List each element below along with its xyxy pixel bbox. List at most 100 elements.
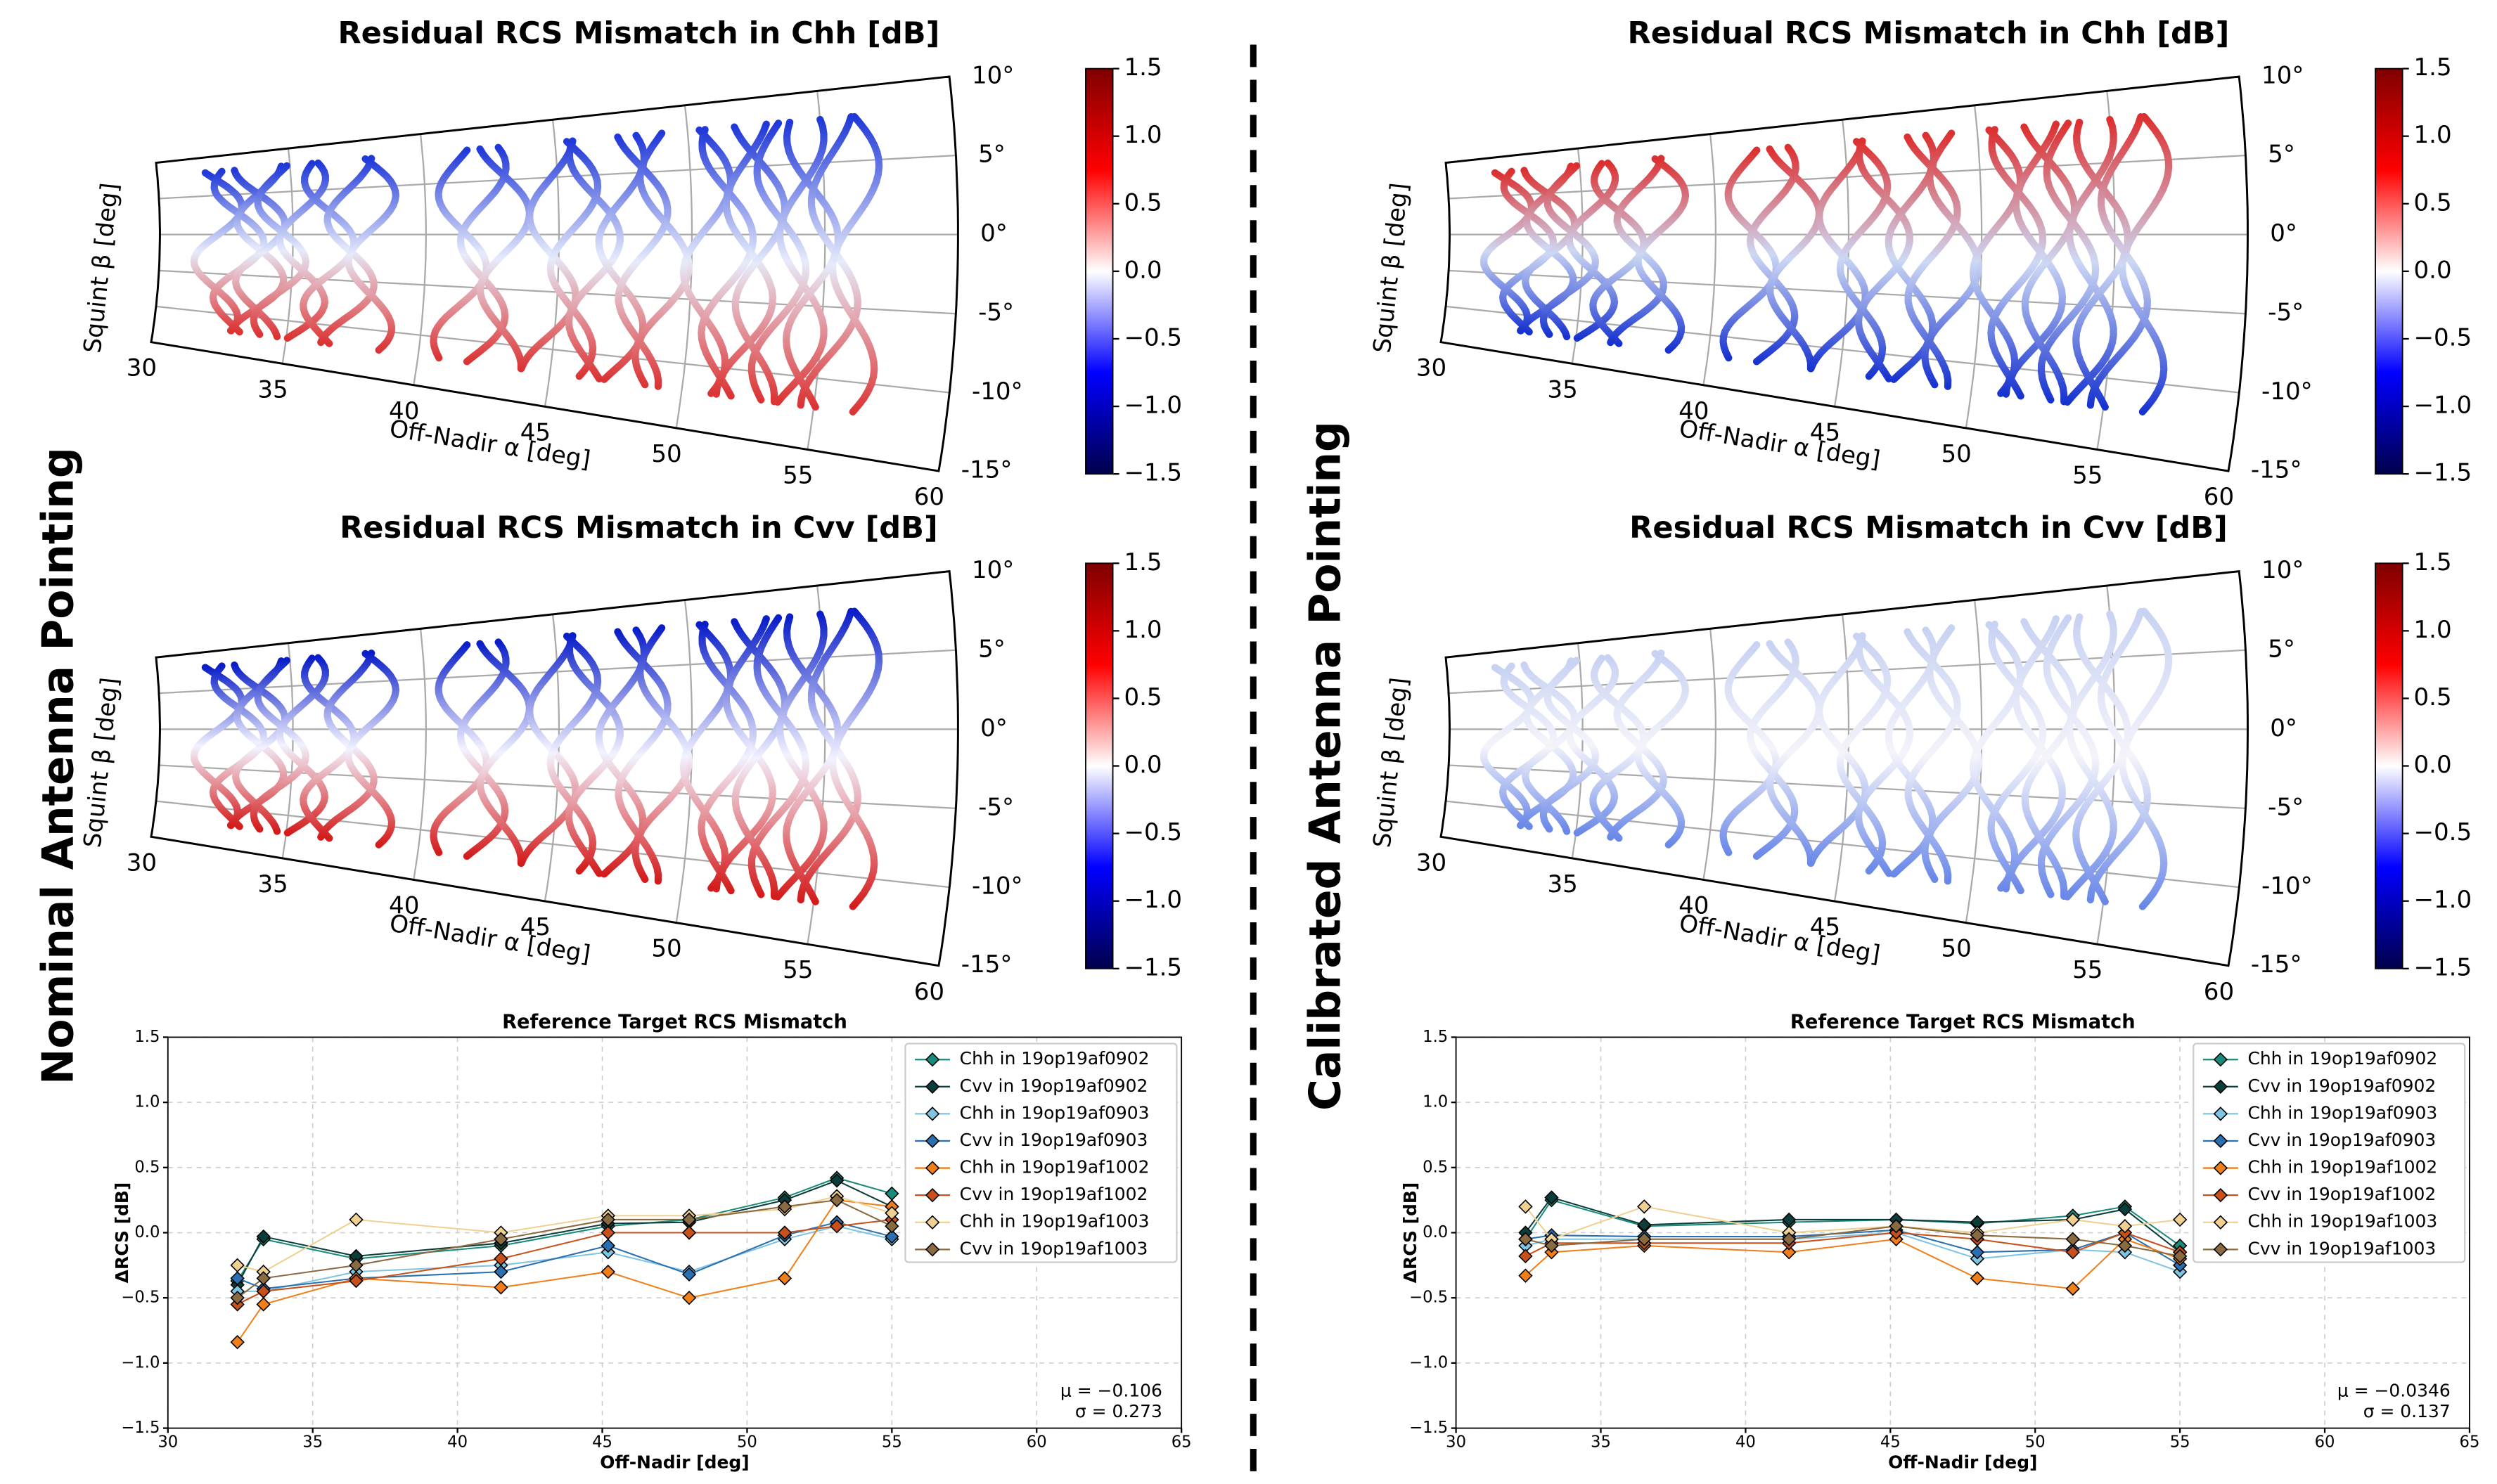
legend-marker — [925, 1052, 940, 1067]
track — [829, 607, 883, 910]
data-point — [1781, 1232, 1797, 1246]
track — [190, 169, 246, 335]
track — [565, 632, 624, 877]
grid-radial — [155, 305, 950, 394]
data-point — [885, 1229, 899, 1244]
track — [1854, 137, 1914, 382]
track — [1854, 632, 1914, 877]
legend-label: Chh in 19op19af1002 — [2247, 1157, 2437, 1177]
colorbar-tick-label: 0.0 — [2414, 256, 2452, 284]
plot-frame — [1455, 1036, 2470, 1429]
legend-label: Cvv in 19op19af1002 — [960, 1184, 1148, 1204]
legend-marker — [2213, 1242, 2228, 1257]
track — [679, 621, 735, 892]
track — [1479, 169, 1536, 335]
track — [476, 640, 534, 867]
y-tick-label: -10° — [972, 872, 1023, 901]
data-point — [1518, 1268, 1533, 1283]
legend-marker — [925, 1161, 940, 1175]
data-point — [2065, 1232, 2080, 1246]
data-point — [601, 1225, 615, 1240]
colorbar-tick-label: −0.5 — [1124, 818, 1182, 846]
colorbar-tick-label: −1.0 — [1124, 392, 1182, 420]
data-point — [349, 1273, 364, 1289]
track — [345, 155, 400, 354]
colorbar-tick-label: 1.5 — [1124, 548, 1162, 576]
colorbar-tick-label: 0.0 — [1124, 256, 1162, 284]
track — [797, 113, 861, 409]
legend-label: Chh in 19op19af0902 — [2247, 1048, 2437, 1069]
x-tick-label: 30 — [127, 354, 157, 382]
data-point — [777, 1271, 792, 1286]
legend-box — [904, 1043, 1178, 1263]
data-point — [1637, 1199, 1652, 1214]
y-tick-label: −0.5 — [121, 1289, 160, 1307]
track — [2037, 614, 2100, 898]
data-point — [2172, 1212, 2188, 1227]
x-tick-label: 40 — [389, 892, 419, 920]
series-line — [237, 1225, 892, 1292]
track — [1539, 657, 1600, 833]
y-tick-label: 0.5 — [1423, 1158, 1448, 1176]
data-point — [349, 1212, 364, 1227]
annotation: σ = 0.273 — [1075, 1401, 1162, 1421]
track — [1719, 146, 1780, 362]
data-point — [1637, 1218, 1652, 1232]
data-point — [601, 1212, 615, 1227]
track — [2119, 607, 2173, 910]
legend-marker — [925, 1242, 940, 1257]
y-tick-label: 1.5 — [1423, 1028, 1448, 1046]
chart-title: Reference Target RCS Mismatch — [1790, 1012, 2136, 1033]
y-tick-label: −1.5 — [1409, 1419, 1448, 1437]
legend-marker — [2213, 1187, 2228, 1203]
colorbar-tick-label: 1.5 — [2414, 53, 2452, 82]
x-tick-label: 35 — [257, 870, 288, 898]
x-tick-label: 45 — [1810, 913, 1840, 941]
chart-title: Residual RCS Mismatch in Cvv [dB] — [1629, 510, 2228, 546]
data-point — [681, 1290, 697, 1305]
colorbar-tick-label: −1.0 — [2414, 886, 2472, 914]
track — [1807, 137, 1869, 373]
chart-title: Residual RCS Mismatch in Chh [dB] — [1628, 15, 2230, 51]
colorbar-tick-label: 1.5 — [2414, 548, 2452, 576]
colorbar — [2375, 562, 2403, 969]
track — [518, 632, 579, 867]
track — [1634, 155, 1690, 354]
legend-marker — [2213, 1133, 2228, 1149]
chart-title: Reference Target RCS Mismatch — [502, 1012, 847, 1033]
colorbar-tick-label: 0.5 — [2414, 683, 2452, 711]
track — [250, 162, 310, 338]
track — [1565, 654, 1619, 837]
track — [2119, 112, 2173, 415]
x-tick-label: 65 — [2460, 1433, 2480, 1451]
series-line — [1525, 1225, 2181, 1257]
x-tick-label: 55 — [2072, 462, 2103, 490]
grid-radial — [1445, 305, 2240, 394]
track — [546, 632, 602, 875]
colorbar-tick-label: 1.0 — [1124, 616, 1162, 644]
colorbar-tick-label: −1.5 — [1124, 459, 1182, 487]
y-tick-label: 0° — [980, 219, 1008, 247]
data-point — [2172, 1249, 2188, 1264]
track — [430, 146, 490, 362]
plot-frame — [167, 1036, 1183, 1429]
x-tick-label: 35 — [1547, 870, 1577, 898]
data-point — [230, 1290, 245, 1305]
x-tick-label: 45 — [520, 418, 551, 446]
legend-marker — [925, 1215, 940, 1230]
row-label: Calibrated Antenna Pointing — [1301, 421, 1351, 1111]
legend-label: Chh in 19op19af0902 — [960, 1048, 1150, 1069]
y-tick-label: 5° — [2268, 635, 2295, 663]
track — [250, 657, 310, 833]
data-point — [2065, 1282, 2080, 1296]
x-tick-label: 55 — [2072, 956, 2103, 984]
legend-label: Cvv in 19op19af0903 — [960, 1130, 1148, 1150]
grid-arc — [281, 643, 294, 859]
y-tick-label: 5° — [978, 635, 1006, 663]
track — [747, 120, 810, 404]
y-axis-label: Squint β [deg] — [1368, 676, 1414, 849]
colorbar-tick-label: −1.5 — [2414, 459, 2472, 487]
legend-label: Cvv in 19op19af0902 — [960, 1076, 1148, 1096]
